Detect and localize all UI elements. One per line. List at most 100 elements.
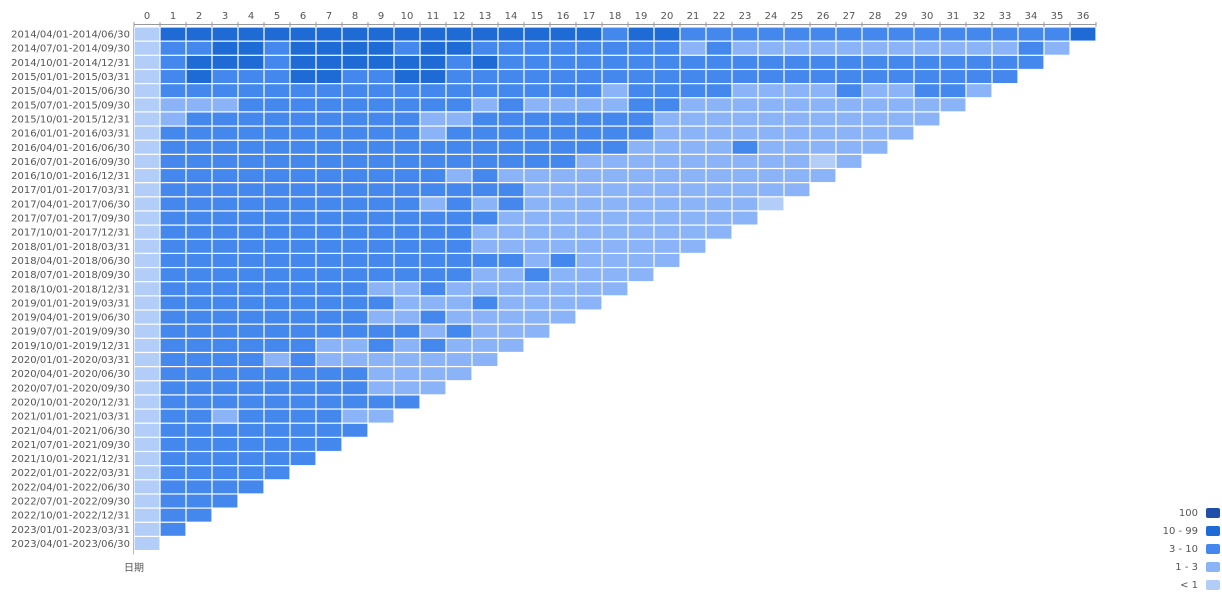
heatmap-cell bbox=[342, 367, 368, 381]
column-label: 14 bbox=[505, 11, 518, 22]
heatmap-cell bbox=[186, 423, 212, 437]
heatmap-cell bbox=[134, 353, 160, 366]
heatmap-cell bbox=[342, 423, 368, 437]
heatmap-cell bbox=[446, 41, 472, 55]
heatmap-cell bbox=[394, 282, 420, 296]
heatmap-cell bbox=[498, 254, 524, 267]
heatmap-cell bbox=[784, 70, 810, 83]
heatmap-cell bbox=[290, 395, 316, 409]
heatmap-cell bbox=[394, 98, 420, 112]
heatmap-cell bbox=[160, 112, 186, 126]
heatmap-cell bbox=[160, 508, 186, 522]
row-label: 2016/04/01-2016/06/30 bbox=[11, 143, 130, 154]
heatmap-cell bbox=[238, 296, 264, 310]
heatmap-cell bbox=[940, 55, 966, 69]
heatmap-cell bbox=[134, 310, 160, 324]
heatmap-cell bbox=[862, 84, 888, 98]
heatmap-cell bbox=[420, 126, 446, 140]
row-label: 2017/04/01-2017/06/30 bbox=[11, 199, 130, 210]
heatmap-cell bbox=[732, 211, 758, 225]
heatmap-cell bbox=[550, 169, 576, 183]
heatmap-cell bbox=[394, 154, 420, 168]
heatmap-cell bbox=[264, 84, 290, 98]
heatmap-cell bbox=[368, 324, 394, 338]
heatmap-cell bbox=[498, 296, 524, 310]
heatmap-cell bbox=[316, 154, 342, 168]
heatmap-cells bbox=[134, 27, 1096, 550]
column-label: 23 bbox=[739, 11, 752, 22]
heatmap-cell bbox=[810, 98, 836, 112]
heatmap-cell bbox=[888, 112, 914, 126]
heatmap-cell bbox=[342, 282, 368, 296]
heatmap-cell bbox=[550, 254, 576, 267]
row-axis: 2014/04/01-2014/06/30 2014/07/01-2014/09/… bbox=[11, 27, 134, 555]
heatmap-cell bbox=[602, 98, 628, 112]
heatmap-cell bbox=[212, 197, 238, 211]
heatmap-cell bbox=[524, 126, 550, 140]
heatmap-cell bbox=[134, 112, 160, 126]
heatmap-cell bbox=[498, 27, 524, 41]
heatmap-cell bbox=[472, 84, 498, 98]
heatmap-cell bbox=[160, 55, 186, 69]
heatmap-cell bbox=[264, 211, 290, 225]
heatmap-cell bbox=[134, 508, 160, 522]
heatmap-cell bbox=[680, 211, 706, 225]
heatmap-cell bbox=[186, 508, 212, 522]
heatmap-cell bbox=[472, 324, 498, 338]
legend-item[interactable]: 100 bbox=[1179, 505, 1220, 521]
heatmap-cell bbox=[576, 126, 602, 140]
heatmap-cell bbox=[290, 239, 316, 253]
heatmap-cell bbox=[264, 98, 290, 112]
row-label: 2014/07/01-2014/09/30 bbox=[11, 44, 130, 55]
heatmap-cell bbox=[290, 112, 316, 126]
heatmap-cell bbox=[420, 324, 446, 338]
heatmap-cell bbox=[914, 112, 940, 126]
heatmap-cell bbox=[394, 254, 420, 267]
heatmap-cell bbox=[446, 353, 472, 366]
heatmap-cell bbox=[862, 98, 888, 112]
heatmap-cell bbox=[368, 268, 394, 282]
heatmap-cell bbox=[758, 183, 784, 197]
legend-item[interactable]: 1 - 3 bbox=[1175, 559, 1220, 575]
heatmap-cell bbox=[264, 140, 290, 154]
heatmap-cell bbox=[680, 197, 706, 211]
column-label: 10 bbox=[401, 11, 414, 22]
heatmap-cell bbox=[238, 84, 264, 98]
heatmap-cell bbox=[992, 55, 1018, 69]
heatmap-cell bbox=[680, 140, 706, 154]
heatmap-cell bbox=[784, 112, 810, 126]
heatmap-cell bbox=[654, 169, 680, 183]
row-label: 2016/07/01-2016/09/30 bbox=[11, 157, 130, 168]
legend-item[interactable]: 10 - 99 bbox=[1163, 523, 1220, 539]
heatmap-cell bbox=[368, 338, 394, 352]
heatmap-cell bbox=[238, 140, 264, 154]
heatmap-cell bbox=[784, 140, 810, 154]
heatmap-cell bbox=[316, 70, 342, 83]
legend-item[interactable]: < 1 bbox=[1180, 577, 1220, 593]
heatmap-cell bbox=[602, 169, 628, 183]
column-axis: 0 1 2 3 4 5 6 7 8 9 10 11 12 13 14 15 16 17 18 19 20 21 22 23 24… bbox=[133, 11, 1097, 27]
heatmap-cell bbox=[472, 211, 498, 225]
heatmap-cell bbox=[706, 154, 732, 168]
heatmap-cell bbox=[342, 338, 368, 352]
heatmap-cell bbox=[316, 169, 342, 183]
heatmap-cell bbox=[472, 154, 498, 168]
heatmap-cell bbox=[238, 169, 264, 183]
heatmap-cell bbox=[368, 239, 394, 253]
heatmap-cell bbox=[420, 55, 446, 69]
heatmap-cell bbox=[186, 395, 212, 409]
row-label: 2014/04/01-2014/06/30 bbox=[11, 30, 130, 41]
heatmap-cell bbox=[134, 381, 160, 395]
heatmap-cell bbox=[394, 84, 420, 98]
heatmap-cell bbox=[888, 55, 914, 69]
heatmap-cell bbox=[342, 268, 368, 282]
column-label: 16 bbox=[557, 11, 570, 22]
column-label: 7 bbox=[326, 11, 332, 22]
heatmap-cell bbox=[264, 310, 290, 324]
row-label: 2023/04/01-2023/06/30 bbox=[11, 539, 130, 550]
heatmap-cell bbox=[368, 409, 394, 423]
legend-item[interactable]: 3 - 10 bbox=[1169, 541, 1220, 557]
heatmap-cell bbox=[238, 282, 264, 296]
heatmap-cell bbox=[264, 55, 290, 69]
heatmap-cell bbox=[810, 140, 836, 154]
